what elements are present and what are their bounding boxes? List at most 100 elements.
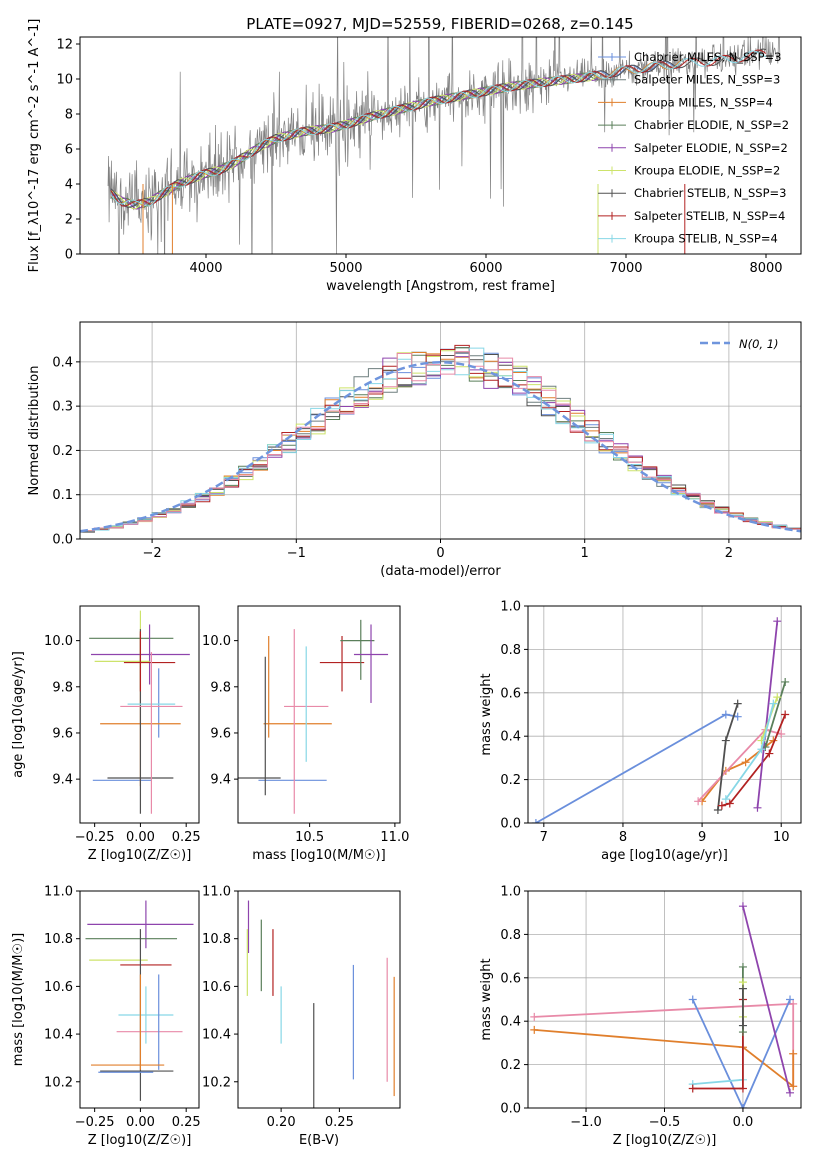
x-tick-label: 1 <box>581 546 589 561</box>
x-axis-label: E(B-V) <box>299 1133 339 1148</box>
model-spectrum-kroupa-stelib <box>110 50 767 207</box>
residual-histogram <box>80 352 801 533</box>
y-tick-label: 10.6 <box>44 980 73 995</box>
y-axis-label: age [log10(age/yr)] <box>11 651 26 778</box>
weight-line <box>721 714 787 807</box>
weight-marker <box>738 1021 747 1030</box>
x-tick-label: 0.25 <box>325 1115 354 1130</box>
weight-marker <box>765 749 774 758</box>
residuals-panel: −2 −1 0 1 2 0.0 0.1 0.2 0.3 0.4 (data-model)/error… <box>27 321 802 579</box>
y-axis-label: Flux [f_λ10^-17 erg cm^-2 s^-1 A^-1] <box>27 19 42 273</box>
legend-label: Salpeter STELIB, N_SSP=4 <box>634 209 785 223</box>
y-tick-label: 0.4 <box>52 355 73 370</box>
y-tick-label: 10.4 <box>202 1028 231 1043</box>
y-tick-label: 0.1 <box>52 488 73 503</box>
y-tick-label: 10.0 <box>44 634 73 649</box>
weight-marker <box>789 1082 798 1091</box>
weight-marker <box>725 799 734 808</box>
x-tick-label: 0.25 <box>172 830 201 845</box>
y-tick-label: 0.2 <box>500 1058 521 1073</box>
y-tick-label: 0.6 <box>500 686 521 701</box>
weight-marker <box>530 1012 539 1021</box>
weight-line <box>717 703 739 811</box>
x-tick-label: 9 <box>698 830 706 845</box>
x-axis-label: Z [log10(Z/Z☉)] <box>88 848 192 863</box>
model-spectrum-kroupa-elodie <box>110 73 599 210</box>
y-tick-label: 0.8 <box>500 928 521 943</box>
weight-vs-metallicity-panel: −1.0 −0.5 0.0 0.0 0.2 0.4 0.6 0.8 1.0 Z [log10(Z/… <box>479 885 802 1148</box>
y-tick-label: 10.2 <box>202 1075 231 1090</box>
x-tick-label: 10.5 <box>295 830 324 845</box>
y-axis-label: mass weight <box>479 673 494 755</box>
y-tick-label: 10 <box>56 73 73 88</box>
x-tick-label: 8 <box>619 830 627 845</box>
weight-marker <box>688 1084 697 1093</box>
x-tick-label: 4000 <box>189 261 222 276</box>
normal-curve <box>80 361 801 533</box>
y-tick-label: 9.8 <box>52 680 73 695</box>
y-tick-label: 10.0 <box>202 634 231 649</box>
x-tick-label: −0.25 <box>75 830 115 845</box>
weight-marker <box>757 745 766 754</box>
y-tick-label: 11.0 <box>44 885 73 900</box>
y-tick-label: 0.6 <box>500 971 521 986</box>
y-tick-label: 0.0 <box>52 533 73 548</box>
weight-line <box>691 999 791 1108</box>
weight-marker <box>733 699 742 708</box>
x-tick-label: 2 <box>725 546 733 561</box>
weight-marker <box>688 995 697 1004</box>
y-tick-label: 8 <box>65 108 73 123</box>
x-tick-label: 0.25 <box>172 1115 201 1130</box>
legend-label: Chabrier ELODIE, N_SSP=2 <box>634 118 789 132</box>
y-axis-label: mass [log10(M/M☉)] <box>11 933 26 1066</box>
y-tick-label: 0.2 <box>52 444 73 459</box>
weight-marker <box>781 710 790 719</box>
axes-frame <box>237 605 401 824</box>
x-tick-label: 10 <box>773 830 790 845</box>
weight-marker <box>789 1049 798 1058</box>
y-tick-label: 0.0 <box>500 1102 521 1117</box>
axes-frame <box>237 890 401 1109</box>
weight-line <box>534 1002 795 1087</box>
x-axis-label: Z [log10(Z/Z☉)] <box>88 1133 192 1148</box>
plot-area <box>246 900 395 1108</box>
x-tick-label: −1 <box>287 546 306 561</box>
y-tick-label: 10.2 <box>44 1075 73 1090</box>
y-tick-label: 9.6 <box>210 726 231 741</box>
y-tick-label: 9.6 <box>52 726 73 741</box>
weight-marker <box>773 617 782 626</box>
age-vs-mass-panel: 10.5 11.0 9.4 9.6 9.8 10.0 mass [log10(M/M☉)] <box>202 605 409 863</box>
y-tick-label: 0.2 <box>500 773 521 788</box>
legend-label: N(0, 1) <box>739 337 779 351</box>
weight-marker <box>769 699 778 708</box>
weight-marker <box>721 710 730 719</box>
x-tick-label: 0.00 <box>126 1115 155 1130</box>
x-tick-label: 7 <box>540 830 548 845</box>
weight-vs-age-panel: 7 8 9 10 0.0 0.2 0.4 0.6 0.8 1.0 age [log10(age/yr… <box>479 600 802 863</box>
weight-line <box>742 905 791 1094</box>
plot-area <box>531 617 790 823</box>
y-tick-label: 0.3 <box>52 400 73 415</box>
weight-marker <box>721 795 730 804</box>
x-tick-label: −0.5 <box>649 1115 681 1130</box>
weight-marker <box>738 1104 747 1108</box>
weight-marker <box>789 999 798 1008</box>
weight-marker <box>738 984 747 993</box>
residual-histogram <box>80 351 801 532</box>
weight-line <box>756 621 779 808</box>
legend-label: Salpeter ELODIE, N_SSP=2 <box>634 141 788 155</box>
y-tick-label: 0 <box>65 248 73 263</box>
x-tick-label: −2 <box>143 546 162 561</box>
legend-label: Kroupa STELIB, N_SSP=4 <box>634 232 778 246</box>
plot-area <box>107 37 781 254</box>
x-axis-label: mass [log10(M/M☉)] <box>252 848 385 863</box>
x-axis-label: wavelength [Angstrom, rest frame] <box>326 279 555 294</box>
x-tick-label: 5000 <box>329 261 362 276</box>
x-tick-label: 0.00 <box>126 830 155 845</box>
weight-marker <box>786 995 795 1004</box>
y-tick-label: 10.4 <box>44 1028 73 1043</box>
weight-marker <box>713 805 722 814</box>
weight-marker <box>777 730 786 739</box>
x-tick-label: −1.0 <box>570 1115 602 1130</box>
